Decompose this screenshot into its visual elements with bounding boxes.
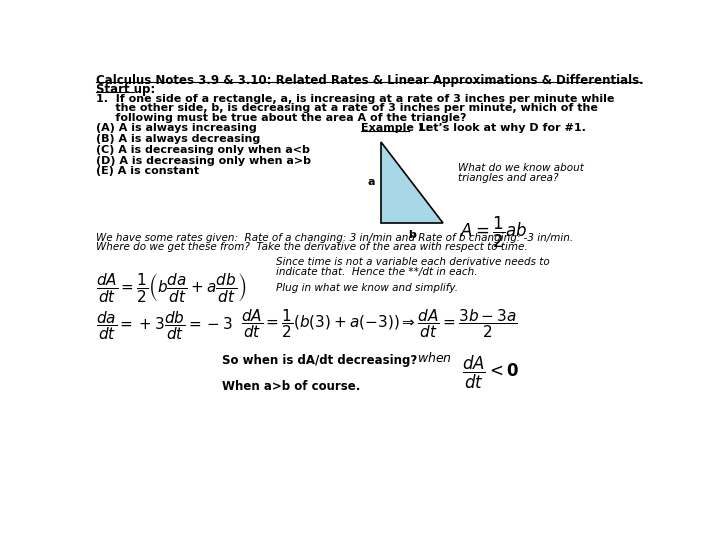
Text: Since time is not a variable each derivative needs to: Since time is not a variable each deriva… <box>276 257 550 267</box>
Text: When a>b of course.: When a>b of course. <box>222 381 360 394</box>
Text: Example 1:: Example 1: <box>361 123 431 133</box>
Text: Calculus Notes 3.9 & 3.10: Related Rates & Linear Approximations & Differentials: Calculus Notes 3.9 & 3.10: Related Rates… <box>96 74 644 87</box>
Text: $\dfrac{da}{dt} = +3$: $\dfrac{da}{dt} = +3$ <box>96 309 165 342</box>
Text: $A = \dfrac{1}{2}ab$: $A = \dfrac{1}{2}ab$ <box>461 215 528 250</box>
Text: (E) A is constant: (E) A is constant <box>96 166 199 177</box>
Text: (D) A is decreasing only when a>b: (D) A is decreasing only when a>b <box>96 156 311 166</box>
Text: 1.  If one side of a rectangle, a, is increasing at a rate of 3 inches per minut: 1. If one side of a rectangle, a, is inc… <box>96 94 615 104</box>
Text: the other side, b, is decreasing at a rate of 3 inches per minute, which of the: the other side, b, is decreasing at a ra… <box>96 103 598 113</box>
Text: following must be true about the area A of the triangle?: following must be true about the area A … <box>96 112 467 123</box>
Text: indicate that.  Hence the **/dt in each.: indicate that. Hence the **/dt in each. <box>276 267 477 276</box>
Text: So when is dA/dt decreasing?: So when is dA/dt decreasing? <box>222 354 417 367</box>
Text: triangles and area?: triangles and area? <box>458 173 559 184</box>
Text: (A) A is always increasing: (A) A is always increasing <box>96 123 257 133</box>
Text: b: b <box>408 231 415 240</box>
Text: $\dfrac{dA}{dt} = \dfrac{1}{2}\left(b\dfrac{da}{dt} + a\dfrac{db}{dt}\right)$: $\dfrac{dA}{dt} = \dfrac{1}{2}\left(b\df… <box>96 271 247 304</box>
Text: a: a <box>368 177 375 187</box>
Text: $\dfrac{dA}{dt} < \mathbf{0}$: $\dfrac{dA}{dt} < \mathbf{0}$ <box>462 354 519 391</box>
Text: $when$: $when$ <box>417 351 452 365</box>
Text: $\dfrac{dA}{dt} = \dfrac{1}{2}\left(b(3)+a(-3)\right) \Rightarrow \dfrac{dA}{dt}: $\dfrac{dA}{dt} = \dfrac{1}{2}\left(b(3)… <box>241 307 518 340</box>
Text: We have some rates given:  Rate of a changing: 3 in/min and Rate of b changing: : We have some rates given: Rate of a chan… <box>96 233 573 242</box>
Text: What do we know about: What do we know about <box>458 164 584 173</box>
Text: Where do we get these from?  Take the derivative of the area with respect to tim: Where do we get these from? Take the der… <box>96 242 528 252</box>
Text: (B) A is always decreasing: (B) A is always decreasing <box>96 134 261 144</box>
Text: $\dfrac{db}{dt} = -3$: $\dfrac{db}{dt} = -3$ <box>163 309 233 342</box>
Text: (C) A is decreasing only when a<b: (C) A is decreasing only when a<b <box>96 145 310 155</box>
Text: Plug in what we know and simplify.: Plug in what we know and simplify. <box>276 283 458 293</box>
Text: Start up:: Start up: <box>96 83 156 96</box>
Text: Let’s look at why D for #1.: Let’s look at why D for #1. <box>411 123 586 133</box>
Polygon shape <box>381 142 443 222</box>
